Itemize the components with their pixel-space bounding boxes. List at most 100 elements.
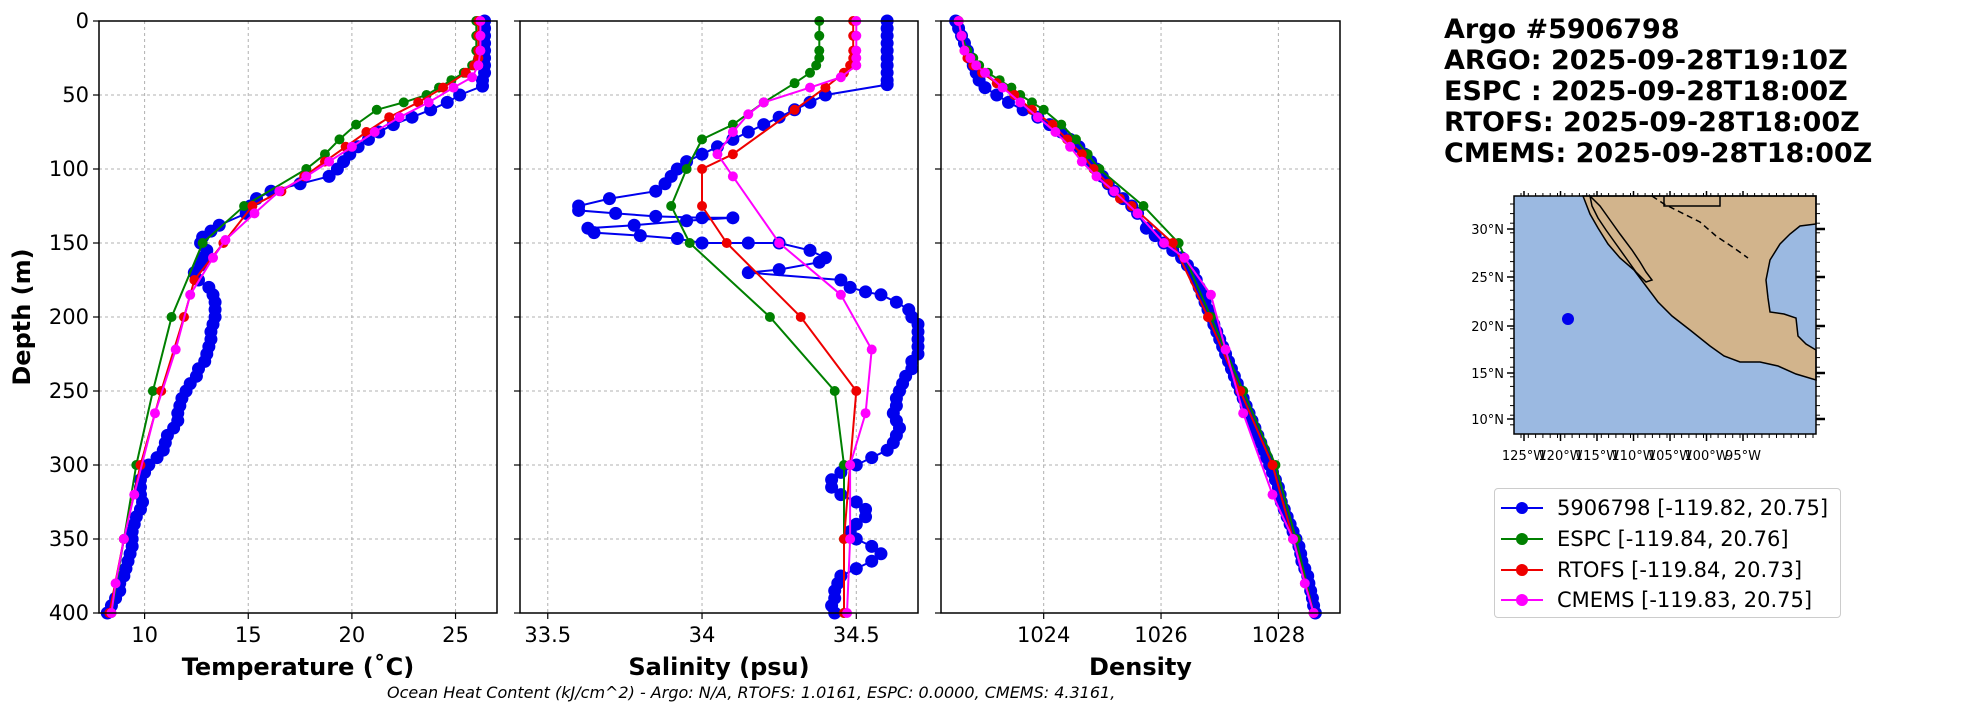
data-point-cmems [1076, 156, 1087, 167]
map-lon-label: 105°W [1648, 449, 1692, 464]
data-point-5906798 [874, 547, 888, 561]
legend-label-espc: ESPC [-119.84, 20.76] [1557, 527, 1789, 551]
data-point-cmems [1288, 534, 1299, 544]
data-point-5906798 [874, 288, 888, 302]
map-lat-label: 25°N [1471, 271, 1504, 286]
data-point-espc [1026, 97, 1037, 108]
data-point-cmems [467, 72, 478, 83]
argo-time-title: ARGO: 2025-09-28T19:10Z [1444, 45, 1848, 76]
data-point-cmems [758, 97, 769, 108]
y-tick-label: 200 [49, 305, 89, 329]
data-point-cmems [835, 289, 846, 300]
espc-time-title: ESPC : 2025-09-28T18:00Z [1444, 76, 1848, 107]
data-point-cmems [394, 112, 405, 123]
data-point-cmems [1050, 127, 1061, 137]
y-tick-label: 50 [62, 83, 89, 107]
density-panel: 1024 1026 1028 Density [935, 14, 1341, 681]
data-point-espc [1070, 134, 1081, 145]
data-point-cmems [851, 30, 862, 41]
data-point-5906798 [633, 229, 647, 243]
data-point-cmems [1065, 141, 1076, 152]
data-point-rtofs [851, 386, 862, 396]
y-axis-label: Depth (m) [8, 248, 36, 385]
data-point-5906798 [658, 177, 672, 191]
map-us-border [1663, 196, 1721, 207]
y-tick-label: 400 [49, 601, 89, 625]
data-point-rtofs [1009, 90, 1020, 100]
data-point-5906798 [865, 539, 879, 553]
data-point-espc [1056, 119, 1067, 130]
legend-swatch-espc [1501, 529, 1543, 549]
data-point-5906798 [889, 295, 903, 309]
data-point-espc [681, 164, 692, 174]
legend: 5906798 [-119.82, 20.75] ESPC [-119.84, … [1494, 488, 1841, 618]
x-tick-label: 10 [131, 623, 158, 647]
data-point-rtofs [1026, 104, 1037, 115]
data-point-espc [319, 149, 330, 160]
data-point-5906798 [680, 214, 694, 228]
data-point-cmems [369, 127, 380, 137]
data-point-cmems [980, 67, 991, 78]
data-point-cmems [149, 408, 160, 419]
data-point-espc [334, 134, 345, 145]
x-tick-label: 34.5 [833, 623, 880, 647]
ocean-heat-content-footer: Ocean Heat Content (kJ/cm^2) - Argo: N/A… [387, 683, 1116, 702]
legend-swatch-cmems [1501, 590, 1543, 610]
data-point-5906798 [726, 211, 740, 225]
data-point-cmems [346, 141, 357, 152]
data-point-cmems [851, 53, 862, 63]
data-point-cmems [965, 53, 976, 63]
x-axis-label: Salinity (psu) [628, 653, 809, 681]
x-axis-label: Temperature (˚C) [182, 653, 415, 681]
data-point-cmems [1015, 97, 1026, 108]
data-point-5906798 [803, 95, 817, 109]
data-point-5906798 [834, 488, 848, 502]
series-line-espc [670, 21, 845, 613]
header-title-block: Argo #5906798 ARGO: 2025-09-28T19:10Z ES… [1444, 14, 1872, 169]
data-point-5906798 [865, 554, 879, 568]
legend-item-rtofs: RTOFS [-119.84, 20.73] [1501, 555, 1802, 585]
legend-swatch-argo [1501, 498, 1543, 518]
data-point-cmems [110, 578, 121, 589]
rtofs-time-title: RTOFS: 2025-09-28T18:00Z [1444, 107, 1860, 138]
data-point-cmems [274, 186, 285, 197]
data-point-cmems [170, 344, 181, 355]
legend-label-argo: 5906798 [-119.82, 20.75] [1557, 496, 1829, 520]
x-tick-label: 34 [689, 623, 716, 647]
data-point-cmems [118, 534, 129, 544]
map-lon-label: 115°W [1575, 449, 1619, 464]
data-point-5906798 [475, 79, 489, 93]
data-point-5906798 [695, 211, 709, 225]
data-point-cmems [1132, 208, 1143, 219]
data-point-cmems [835, 72, 846, 83]
data-point-5906798 [440, 95, 454, 109]
data-point-cmems [1091, 171, 1102, 182]
y-tick-label: 150 [49, 231, 89, 255]
data-point-espc [666, 201, 677, 211]
data-point-cmems [129, 489, 140, 500]
data-point-cmems [959, 45, 970, 56]
data-point-5906798 [322, 169, 336, 183]
data-point-cmems [860, 408, 871, 419]
data-point-cmems [712, 149, 723, 160]
data-point-espc [727, 119, 738, 130]
data-point-rtofs [697, 201, 708, 211]
map-lon-label: 95°W [1725, 449, 1761, 464]
data-point-5906798 [834, 273, 848, 287]
map-lon-label: 100°W [1684, 449, 1728, 464]
data-point-rtofs [789, 104, 800, 115]
x-tick-label: 1026 [1134, 623, 1187, 647]
data-point-5906798 [825, 480, 839, 494]
data-point-cmems [727, 171, 738, 182]
data-point-rtofs [1126, 201, 1137, 211]
legend-item-argo: 5906798 [-119.82, 20.75] [1501, 493, 1828, 523]
data-point-5906798 [859, 285, 873, 299]
data-point-cmems [220, 235, 231, 246]
temperature-panel: 10 15 20 25050100150200250300350400Temperat… [8, 9, 498, 681]
data-point-5906798 [609, 206, 623, 220]
data-point-espc [239, 201, 250, 211]
data-point-espc [684, 238, 695, 248]
map-frame [1513, 195, 1817, 435]
y-tick-label: 300 [49, 453, 89, 477]
data-point-espc [814, 30, 825, 41]
